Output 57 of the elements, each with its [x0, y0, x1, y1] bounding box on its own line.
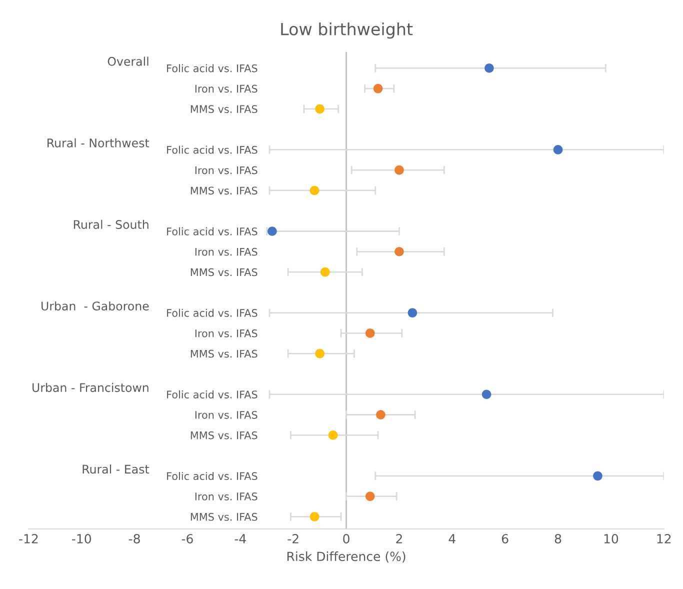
- y-tick-label: Folic acid vs. IFAS: [167, 472, 258, 480]
- point: [320, 267, 330, 277]
- point: [394, 165, 404, 175]
- annotation: Rural - East: [82, 464, 150, 474]
- x-tick-label: -6: [182, 534, 193, 544]
- point: [315, 348, 324, 358]
- point: [310, 186, 320, 196]
- point: [482, 390, 492, 400]
- y-tick-label: MMS vs. IFAS: [190, 350, 258, 358]
- y-tick-label: Folic acid vs. IFAS: [167, 308, 258, 317]
- x-axis-title: Risk Difference (%): [287, 551, 406, 563]
- point: [365, 492, 375, 501]
- y-tick-label: MMS vs. IFAS: [190, 512, 258, 521]
- point: [484, 63, 494, 73]
- x-tick-label: -4: [234, 534, 246, 544]
- y-tick-label: Folic acid vs. IFAS: [167, 146, 258, 154]
- y-tick-label: Iron vs. IFAS: [195, 248, 258, 256]
- y-tick-label: Iron vs. IFAS: [195, 410, 258, 419]
- point: [394, 246, 404, 256]
- x-tick-label: -2: [288, 534, 298, 544]
- annotation: Overall: [108, 56, 148, 66]
- x-tick-label: -12: [19, 534, 38, 544]
- y-tick-label: MMS vs. IFAS: [190, 431, 258, 440]
- y-tick-label: Folic acid vs. IFAS: [167, 64, 258, 72]
- point: [408, 308, 418, 318]
- y-tick-label: Iron vs. IFAS: [195, 329, 258, 338]
- y-tick-label: MMS vs. IFAS: [190, 186, 258, 195]
- x-tick-label: 12: [657, 534, 671, 544]
- point: [328, 430, 338, 440]
- x-tick-label: 4: [448, 534, 456, 544]
- chart-title: Low birthweight: [281, 22, 413, 39]
- point: [310, 512, 320, 522]
- y-tick-label: Folic acid vs. IFAS: [167, 390, 258, 398]
- point: [553, 145, 563, 154]
- y-tick-label: Iron vs. IFAS: [195, 84, 258, 93]
- point: [365, 328, 375, 338]
- point: [373, 84, 383, 94]
- x-tick-label: 2: [396, 534, 402, 544]
- x-tick-label: 10: [604, 534, 618, 544]
- x-tick-label: 8: [554, 534, 562, 544]
- y-tick-label: MMS vs. IFAS: [190, 268, 258, 276]
- x-tick-label: 6: [502, 534, 508, 544]
- y-tick-label: Iron vs. IFAS: [195, 492, 258, 500]
- point: [268, 226, 277, 236]
- y-tick-label: Folic acid vs. IFAS: [167, 227, 258, 236]
- y-tick-label: MMS vs. IFAS: [190, 105, 258, 114]
- point: [315, 104, 324, 114]
- y-tick-label: Iron vs. IFAS: [195, 166, 258, 174]
- x-tick-label: -8: [128, 534, 140, 544]
- point: [376, 410, 386, 420]
- point: [593, 471, 602, 481]
- x-tick-label: 0: [343, 534, 350, 544]
- x-tick-label: -10: [72, 534, 91, 544]
- annotation: Urban - Francistown: [32, 382, 148, 392]
- annotation: Urban - Gaborone: [42, 301, 149, 311]
- annotation: Rural - South: [74, 220, 148, 229]
- annotation: Rural - Northwest: [48, 138, 150, 148]
